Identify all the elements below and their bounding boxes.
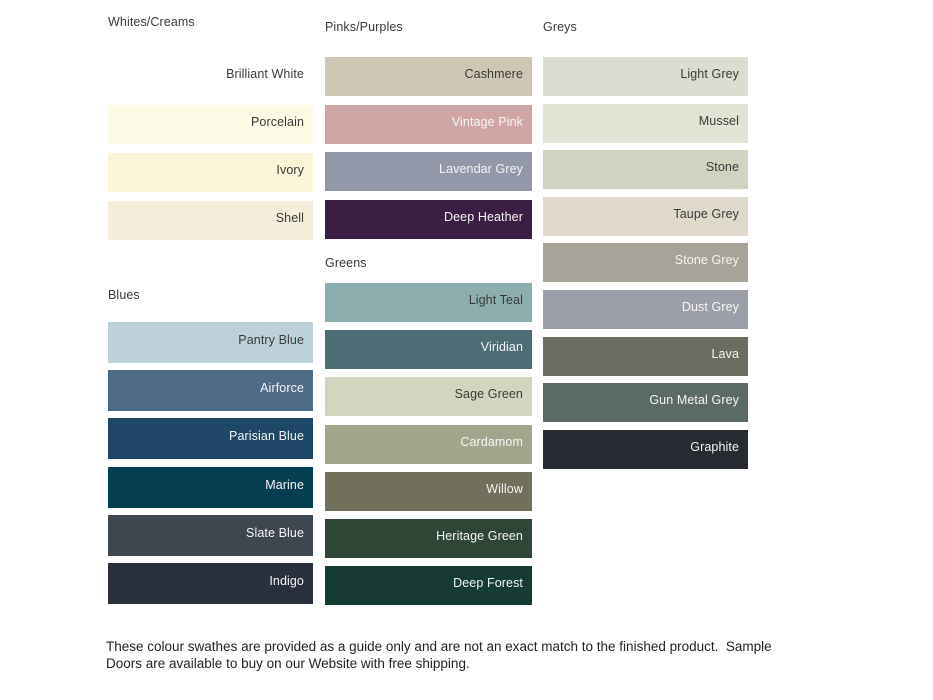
- colour-swatch-brilliant-white: Brilliant White: [108, 57, 313, 96]
- swatch-label: Cardamom: [460, 434, 523, 449]
- swatch-label: Lavendar Grey: [439, 161, 523, 176]
- colour-swatch-cashmere: Cashmere: [325, 57, 532, 96]
- colour-swatch-pantry-blue: Pantry Blue: [108, 322, 313, 363]
- swatch-label: Willow: [486, 481, 523, 496]
- colour-swatch-vintage-pink: Vintage Pink: [325, 105, 532, 144]
- colour-swatch-light-grey: Light Grey: [543, 57, 748, 96]
- swatch-label: Airforce: [260, 380, 304, 395]
- swatch-label: Deep Forest: [453, 575, 523, 590]
- colour-swatch-dust-grey: Dust Grey: [543, 290, 748, 329]
- colour-swatch-cardamom: Cardamom: [325, 425, 532, 464]
- colour-swatch-gun-metal-grey: Gun Metal Grey: [543, 383, 748, 422]
- colour-swatch-slate-blue: Slate Blue: [108, 515, 313, 556]
- colour-swatch-graphite: Graphite: [543, 430, 748, 469]
- colour-swatch-deep-forest: Deep Forest: [325, 566, 532, 605]
- colour-swatch-shell: Shell: [108, 201, 313, 240]
- swatch-label: Cashmere: [464, 66, 523, 81]
- swatch-label: Sage Green: [454, 386, 523, 401]
- section-title-blues: Blues: [108, 288, 140, 302]
- disclaimer-line-2: Doors are available to buy on our Websit…: [106, 655, 470, 671]
- swatch-label: Taupe Grey: [673, 206, 739, 221]
- swatch-label: Stone: [705, 159, 739, 174]
- swatch-label: Dust Grey: [681, 299, 739, 314]
- swatch-label: Porcelain: [250, 114, 304, 129]
- colour-swatch-sage-green: Sage Green: [325, 377, 532, 416]
- swatch-label: Parisian Blue: [229, 428, 304, 443]
- swatch-label: Graphite: [690, 439, 739, 454]
- colour-swatch-lava: Lava: [543, 337, 748, 376]
- colour-swatch-deep-heather: Deep Heather: [325, 200, 532, 239]
- colour-swatch-ivory: Ivory: [108, 153, 313, 192]
- colour-swatch-heritage-green: Heritage Green: [325, 519, 532, 558]
- colour-swatch-porcelain: Porcelain: [108, 105, 313, 144]
- swatch-label: Lava: [711, 346, 739, 361]
- disclaimer-text: These colour swathes are provided as a g…: [106, 639, 772, 672]
- swatch-label: Shell: [275, 210, 304, 225]
- colour-swatch-willow: Willow: [325, 472, 532, 511]
- colour-swatch-light-teal: Light Teal: [325, 283, 532, 322]
- section-title-whites-creams: Whites/Creams: [108, 15, 195, 29]
- colour-swatch-airforce: Airforce: [108, 370, 313, 411]
- colour-swatch-viridian: Viridian: [325, 330, 532, 369]
- colour-swatch-marine: Marine: [108, 467, 313, 508]
- swatch-label: Stone Grey: [674, 252, 739, 267]
- disclaimer-line-1: These colour swathes are provided as a g…: [106, 639, 772, 654]
- section-title-pinks-purples: Pinks/Purples: [325, 20, 403, 34]
- colour-swatch-taupe-grey: Taupe Grey: [543, 197, 748, 236]
- swatch-label: Viridian: [480, 339, 523, 354]
- swatch-label: Light Grey: [680, 66, 739, 81]
- swatch-label: Slate Blue: [246, 525, 304, 540]
- swatch-label: Indigo: [269, 573, 304, 588]
- section-title-greens: Greens: [325, 256, 367, 270]
- swatch-label: Light Teal: [468, 292, 523, 307]
- swatch-label: Gun Metal Grey: [649, 392, 739, 407]
- swatch-label: Vintage Pink: [451, 114, 523, 129]
- section-title-greys: Greys: [543, 20, 577, 34]
- swatch-label: Deep Heather: [443, 209, 523, 224]
- swatch-label: Marine: [265, 477, 304, 492]
- colour-swatch-parisian-blue: Parisian Blue: [108, 418, 313, 459]
- colour-swatch-lavendar-grey: Lavendar Grey: [325, 152, 532, 191]
- swatch-label: Heritage Green: [436, 528, 523, 543]
- swatch-label: Brilliant White: [226, 66, 304, 81]
- colour-swatch-mussel: Mussel: [543, 104, 748, 143]
- swatch-label: Mussel: [698, 113, 739, 128]
- swatch-label: Ivory: [276, 162, 304, 177]
- colour-swatch-indigo: Indigo: [108, 563, 313, 604]
- colour-swatch-stone: Stone: [543, 150, 748, 189]
- colour-swatch-stone-grey: Stone Grey: [543, 243, 748, 282]
- swatch-label: Pantry Blue: [238, 332, 304, 347]
